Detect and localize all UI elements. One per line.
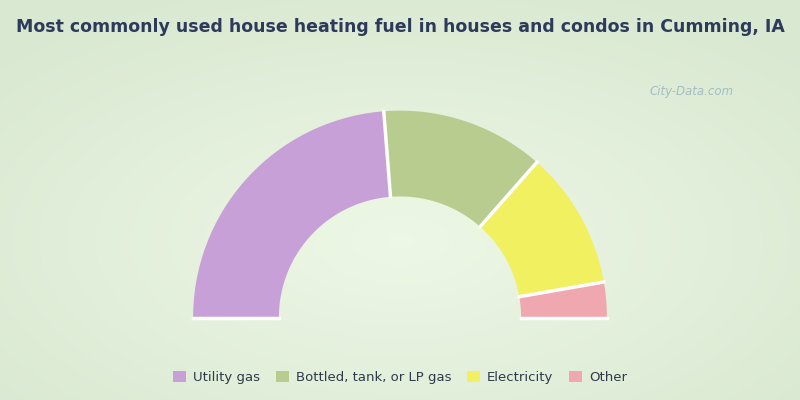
Text: City-Data.com: City-Data.com [650,86,734,98]
Polygon shape [480,162,604,297]
Legend: Utility gas, Bottled, tank, or LP gas, Electricity, Other: Utility gas, Bottled, tank, or LP gas, E… [168,366,632,390]
Polygon shape [193,111,390,318]
Text: Most commonly used house heating fuel in houses and condos in Cumming, IA: Most commonly used house heating fuel in… [15,18,785,36]
Polygon shape [519,282,607,318]
Polygon shape [384,111,537,227]
